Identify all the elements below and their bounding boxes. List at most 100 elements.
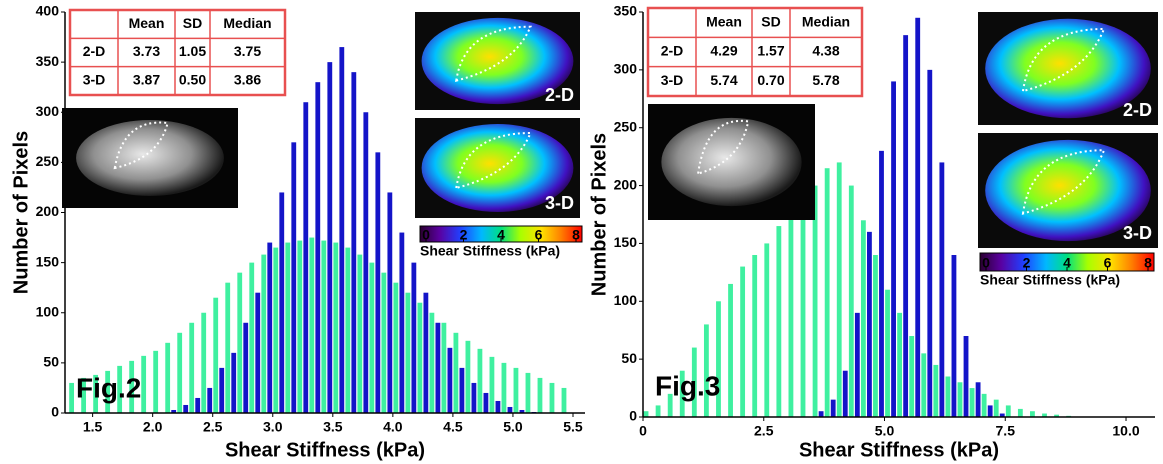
- x-axis-title: Shear Stiffness (kPa): [799, 439, 999, 461]
- elastogram-body: [421, 124, 574, 212]
- x-tick-label: 5.0: [503, 419, 523, 435]
- x-tick-label: 4.5: [443, 419, 463, 435]
- stats-table: [646, 6, 864, 98]
- table-cell: 4.38: [812, 43, 839, 59]
- bar: [423, 292, 429, 413]
- bar: [939, 162, 945, 417]
- bar: [441, 322, 447, 413]
- y-tick-label: 0: [51, 404, 59, 420]
- table-row-label: 3-D: [661, 72, 684, 88]
- bar: [854, 312, 860, 417]
- bar: [375, 152, 381, 413]
- table-row-label: 2-D: [83, 43, 106, 59]
- bar: [81, 377, 87, 413]
- bar: [171, 409, 177, 413]
- bar: [981, 393, 987, 417]
- bar: [237, 272, 243, 413]
- colorbar-tick-label: 8: [572, 227, 580, 243]
- bar: [824, 168, 830, 417]
- bar: [477, 348, 483, 413]
- bar: [842, 370, 848, 417]
- x-axis-title: Shear Stiffness (kPa): [225, 439, 425, 461]
- bar: [363, 112, 369, 413]
- x-tick-label: 2.5: [754, 423, 774, 439]
- bar: [489, 356, 495, 413]
- mri-body: [76, 120, 224, 196]
- bar: [369, 262, 375, 413]
- bar: [987, 405, 993, 417]
- elastogram-body: [985, 139, 1151, 242]
- bar: [267, 242, 273, 413]
- table-cell: 4.29: [710, 43, 737, 59]
- table-cell: 5.78: [812, 72, 839, 88]
- bar: [315, 82, 321, 414]
- bar: [483, 392, 489, 413]
- bar: [873, 255, 878, 417]
- bar: [812, 185, 818, 417]
- y-tick-label: 250: [614, 118, 638, 134]
- bar: [177, 332, 183, 413]
- table-header: Median: [802, 13, 850, 29]
- bar: [752, 255, 758, 417]
- bar: [291, 142, 297, 413]
- colorbar-tick-label: 2: [460, 227, 468, 243]
- bar: [435, 322, 441, 413]
- bar: [195, 397, 201, 413]
- y-tick-label: 200: [614, 176, 638, 192]
- bar: [345, 247, 351, 413]
- table-header: SD: [183, 15, 202, 31]
- bar: [201, 312, 207, 413]
- bar: [447, 347, 453, 413]
- table-cell: 3.73: [133, 43, 160, 59]
- bar: [830, 399, 836, 417]
- table-cell: 3.75: [234, 43, 261, 59]
- y-tick-label: 350: [614, 3, 638, 19]
- table-cell: 1.05: [179, 43, 206, 59]
- y-tick-label: 250: [36, 153, 60, 169]
- bar: [740, 266, 746, 417]
- figure-label: Fig.3: [655, 370, 720, 401]
- colorbar-tick-label: 0: [982, 255, 990, 271]
- image-label: 3-D: [545, 193, 574, 213]
- bar: [339, 47, 345, 414]
- y-axis-title: Number of Pixels: [588, 133, 610, 296]
- bar: [957, 382, 963, 417]
- bar: [225, 282, 231, 413]
- y-tick-label: 50: [621, 350, 637, 366]
- table-cell: 5.74: [710, 72, 737, 88]
- elastogram-body: [985, 18, 1151, 119]
- bar: [655, 405, 661, 417]
- bar: [897, 312, 903, 417]
- x-tick-label: 1.5: [83, 419, 103, 435]
- bar: [333, 242, 339, 413]
- bar: [1054, 414, 1059, 417]
- bar: [69, 382, 75, 413]
- bar: [1030, 411, 1035, 417]
- elastogram-body: [421, 17, 574, 105]
- bar: [417, 302, 423, 413]
- y-tick-label: 300: [36, 103, 60, 119]
- bar: [921, 353, 927, 417]
- bar: [249, 262, 255, 413]
- bar: [279, 192, 285, 413]
- image-label: 3-D: [1123, 223, 1152, 243]
- bar: [387, 192, 393, 413]
- bar: [1042, 413, 1047, 417]
- colorbar-tick-label: 4: [497, 227, 505, 243]
- y-tick-label: 50: [43, 354, 59, 370]
- bar: [915, 17, 921, 418]
- table-row-label: 2-D: [661, 43, 684, 59]
- table-cell: 0.50: [179, 72, 206, 88]
- bar: [93, 374, 99, 413]
- bar: [945, 376, 951, 417]
- bar: [453, 332, 459, 413]
- table-cell: 0.70: [757, 72, 784, 88]
- table-cell: 3.86: [234, 72, 261, 88]
- bar: [993, 399, 999, 417]
- bar: [207, 387, 213, 413]
- bar: [141, 355, 147, 413]
- bar: [963, 336, 969, 417]
- y-tick-label: 400: [36, 3, 60, 19]
- y-tick-label: 100: [614, 292, 638, 308]
- bar: [879, 150, 884, 417]
